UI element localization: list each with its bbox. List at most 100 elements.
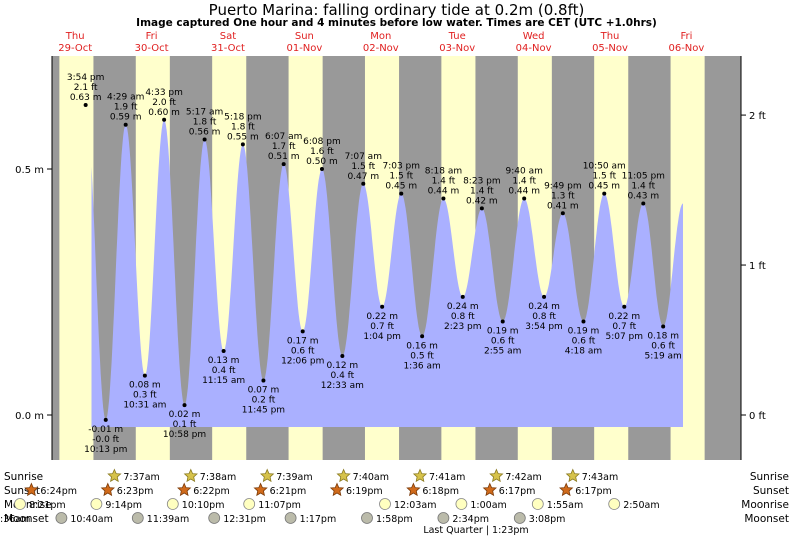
sunset-time: 6:21pm	[270, 486, 307, 497]
low-tide-metres: 0.18 m	[647, 331, 679, 341]
day-name-label: Sun	[295, 31, 314, 42]
low-tide-time: 12:06 pm	[281, 356, 324, 366]
moonrise-time: 1:00am	[470, 500, 506, 511]
low-tide-feet: 0.6 ft	[651, 341, 675, 351]
low-tide-feet: 0.4 ft	[212, 366, 236, 376]
moonrise-time: 8:21pm	[29, 500, 66, 511]
day-name-label: Wed	[523, 31, 545, 42]
high-tide-metres: 0.42 m	[466, 196, 498, 206]
high-tide-metres: 0.51 m	[268, 152, 300, 162]
low-tide-time: 3:54 pm	[525, 322, 563, 332]
low-tide-metres: 0.08 m	[129, 381, 161, 391]
low-tide-metres: 0.22 m	[366, 312, 398, 322]
moonrise-time: 10:10pm	[182, 500, 225, 511]
low-tide-metres: 0.13 m	[208, 356, 240, 366]
low-tide-marker	[221, 349, 226, 354]
high-tide-time: 4:33 pm	[145, 88, 183, 98]
plot-area	[52, 56, 741, 460]
high-tide-metres: 0.43 m	[627, 191, 659, 201]
sunset-time: 6:18pm	[422, 486, 459, 497]
low-tide-marker	[420, 334, 425, 339]
high-tide-time: 3:54 pm	[67, 73, 105, 83]
sunset-icon	[253, 482, 268, 497]
sunset-icon	[482, 482, 497, 497]
sunrise-icon	[107, 468, 122, 483]
low-tide-marker	[380, 304, 385, 309]
moonset-icon	[361, 512, 373, 524]
high-tide-time: 7:03 pm	[382, 162, 420, 172]
row-label-left: Sunrise	[4, 471, 43, 483]
low-tide-time: 11:15 am	[202, 376, 245, 386]
sunrise-icon	[412, 468, 428, 483]
sunset-time: 6:19pm	[346, 486, 383, 497]
high-tide-feet: 1.4 ft	[512, 177, 536, 187]
sunrise-time: 7:43am	[582, 472, 618, 483]
day-date-label: 02-Nov	[363, 43, 399, 54]
high-tide-feet: 1.5 ft	[592, 172, 616, 182]
low-tide-time: 1:04 pm	[363, 332, 401, 342]
sunset-time: 6:23pm	[117, 486, 154, 497]
high-tide-feet: 1.4 ft	[631, 181, 655, 191]
high-tide-feet: 1.5 ft	[351, 162, 375, 172]
low-tide-time: 10:31 am	[123, 401, 166, 411]
low-tide-marker	[500, 319, 505, 324]
left-axis-tick-label: 0.5 m	[15, 165, 44, 176]
day-name-label: Fri	[680, 31, 692, 42]
moonrise-icon	[14, 498, 26, 510]
high-tide-marker	[281, 162, 286, 167]
low-tide-time: 5:19 am	[644, 351, 681, 361]
moonset-icon	[513, 512, 526, 524]
low-tide-marker	[542, 294, 547, 299]
high-tide-time: 8:23 pm	[463, 176, 501, 186]
sunset-icon	[406, 482, 421, 497]
high-tide-time: 11:05 pm	[622, 171, 665, 181]
day-name-label: Thu	[600, 31, 620, 42]
high-tide-time: 9:40 am	[506, 167, 543, 177]
low-tide-time: 1:36 am	[403, 361, 440, 371]
high-tide-feet: 1.6 ft	[310, 147, 334, 157]
moonrise-icon	[90, 498, 103, 510]
sunset-icon	[177, 482, 192, 497]
moonrise-time: 2:50am	[623, 500, 659, 511]
high-tide-metres: 0.41 m	[547, 201, 579, 211]
sunrise-icon	[260, 468, 275, 483]
moonrise-icon	[608, 498, 621, 510]
high-tide-feet: 1.4 ft	[432, 177, 456, 187]
high-tide-feet: 2.1 ft	[74, 83, 98, 93]
moonset-time: 3:08pm	[529, 514, 566, 525]
moonrise-icon	[243, 498, 256, 510]
high-tide-time: 5:17 am	[186, 107, 223, 117]
low-tide-feet: 0.2 ft	[252, 396, 276, 406]
low-tide-feet: 0.7 ft	[370, 322, 394, 332]
moonset-icon	[284, 512, 297, 524]
day-date-label: 04-Nov	[516, 43, 552, 54]
row-label-right: Moonrise	[741, 499, 789, 511]
low-tide-marker	[661, 324, 666, 329]
high-tide-metres: 0.50 m	[306, 157, 338, 167]
sunset-time: 6:24pm	[40, 486, 77, 497]
high-tide-time: 6:07 am	[265, 132, 302, 142]
high-tide-time: 6:08 pm	[303, 137, 341, 147]
moonset-icon	[131, 512, 144, 524]
high-tide-metres: 0.56 m	[189, 127, 221, 137]
sunrise-icon	[489, 468, 504, 483]
low-tide-metres: 0.19 m	[487, 327, 519, 337]
low-tide-feet: 0.5 ft	[410, 351, 434, 361]
low-tide-metres: 0.12 m	[327, 361, 359, 371]
high-tide-marker	[399, 191, 404, 196]
low-tide-metres: 0.02 m	[169, 410, 201, 420]
high-tide-time: 4:29 am	[107, 93, 144, 103]
low-tide-time: 10:13 pm	[84, 445, 127, 455]
chart-title: Puerto Marina: falling ordinary tide at …	[208, 1, 585, 19]
day-name-label: Sat	[220, 31, 236, 42]
high-tide-feet: 1.7 ft	[272, 142, 296, 152]
moonset-time: 2:34pm	[452, 514, 489, 525]
high-tide-marker	[602, 191, 607, 196]
moon-phase-label: Last Quarter | 1:23pm	[423, 525, 528, 536]
moonset-icon	[437, 512, 450, 524]
high-tide-metres: 0.59 m	[110, 113, 142, 123]
sunset-time: 6:17pm	[575, 486, 612, 497]
low-tide-time: 2:55 am	[484, 347, 521, 357]
moonset-time: 1:58pm	[376, 514, 413, 525]
moonrise-icon	[379, 498, 391, 510]
